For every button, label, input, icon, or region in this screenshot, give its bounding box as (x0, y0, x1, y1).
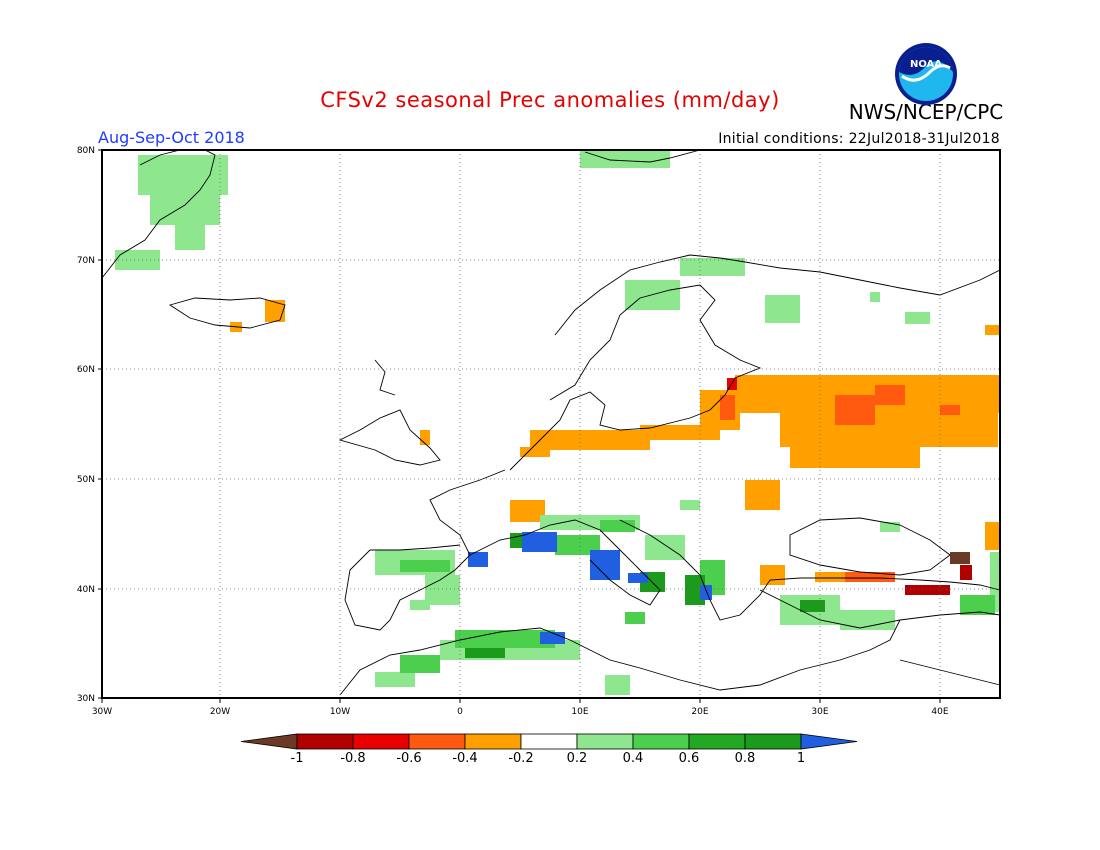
forecast-period: Aug-Sep-Oct 2018 (98, 128, 245, 147)
lon-tick-label: 0 (457, 707, 463, 717)
lat-tick-label: 50N (77, 475, 95, 485)
lat-tick-label: 60N (77, 365, 95, 375)
noaa-logo-icon: NOAA (895, 43, 957, 105)
lon-tick-label: 40E (931, 707, 948, 717)
colorbar-label: -1 (291, 751, 304, 766)
colorbar-swatch (576, 733, 634, 750)
lon-tick-label: 30E (811, 707, 828, 717)
map-frame (101, 149, 1001, 699)
lat-tick-label: 30N (77, 694, 95, 704)
colorbar-swatches (240, 733, 858, 750)
coastlines (101, 149, 1001, 696)
colorbar-label: 0.4 (623, 751, 644, 766)
lat-tick-label: 40N (77, 585, 95, 595)
colorbar-swatch-low (240, 733, 298, 750)
lat-tick-labels: 80N 70N 60N 50N 40N 30N (77, 146, 95, 704)
colorbar-label: 1 (797, 751, 805, 766)
colorbar-swatch (744, 733, 802, 750)
lon-tick-label: 10E (571, 707, 588, 717)
lon-tick-label: 10W (330, 707, 350, 717)
colorbar-swatch (296, 733, 354, 750)
lat-tick-label: 80N (77, 146, 95, 156)
initial-conditions: Initial conditions: 22Jul2018-31Jul2018 (718, 131, 1000, 147)
lon-tick-label: 20E (691, 707, 708, 717)
anomaly-shading (115, 150, 1000, 695)
lon-tick-labels: 30W 20W 10W 0 10E 20E 30E 40E (92, 707, 949, 717)
colorbar-swatch (632, 733, 690, 750)
colorbar-label: -0.4 (452, 751, 477, 766)
colorbar-swatch-high (800, 733, 858, 750)
colorbar-swatch (520, 733, 578, 750)
colorbar-label: -0.8 (340, 751, 365, 766)
colorbar-label: -0.2 (508, 751, 533, 766)
lon-tick-label: 20W (210, 707, 230, 717)
map-title: CFSv2 seasonal Prec anomalies (mm/day) (320, 88, 780, 112)
colorbar-label: 0.6 (679, 751, 700, 766)
colorbar-labels: -1 -0.8 -0.6 -0.4 -0.2 0.2 0.4 0.6 0.8 1 (291, 751, 806, 766)
lon-tick-label: 30W (92, 707, 112, 717)
colorbar-swatch (464, 733, 522, 750)
colorbar-swatch (408, 733, 466, 750)
colorbar-swatch (688, 733, 746, 750)
colorbar-label: 0.8 (735, 751, 756, 766)
noaa-logo-text: NOAA (910, 59, 942, 70)
colorbar-label: 0.2 (567, 751, 588, 766)
lat-tick-label: 70N (77, 256, 95, 266)
colorbar-swatch (352, 733, 410, 750)
graticule (102, 150, 1000, 698)
colorbar-label: -0.6 (396, 751, 421, 766)
